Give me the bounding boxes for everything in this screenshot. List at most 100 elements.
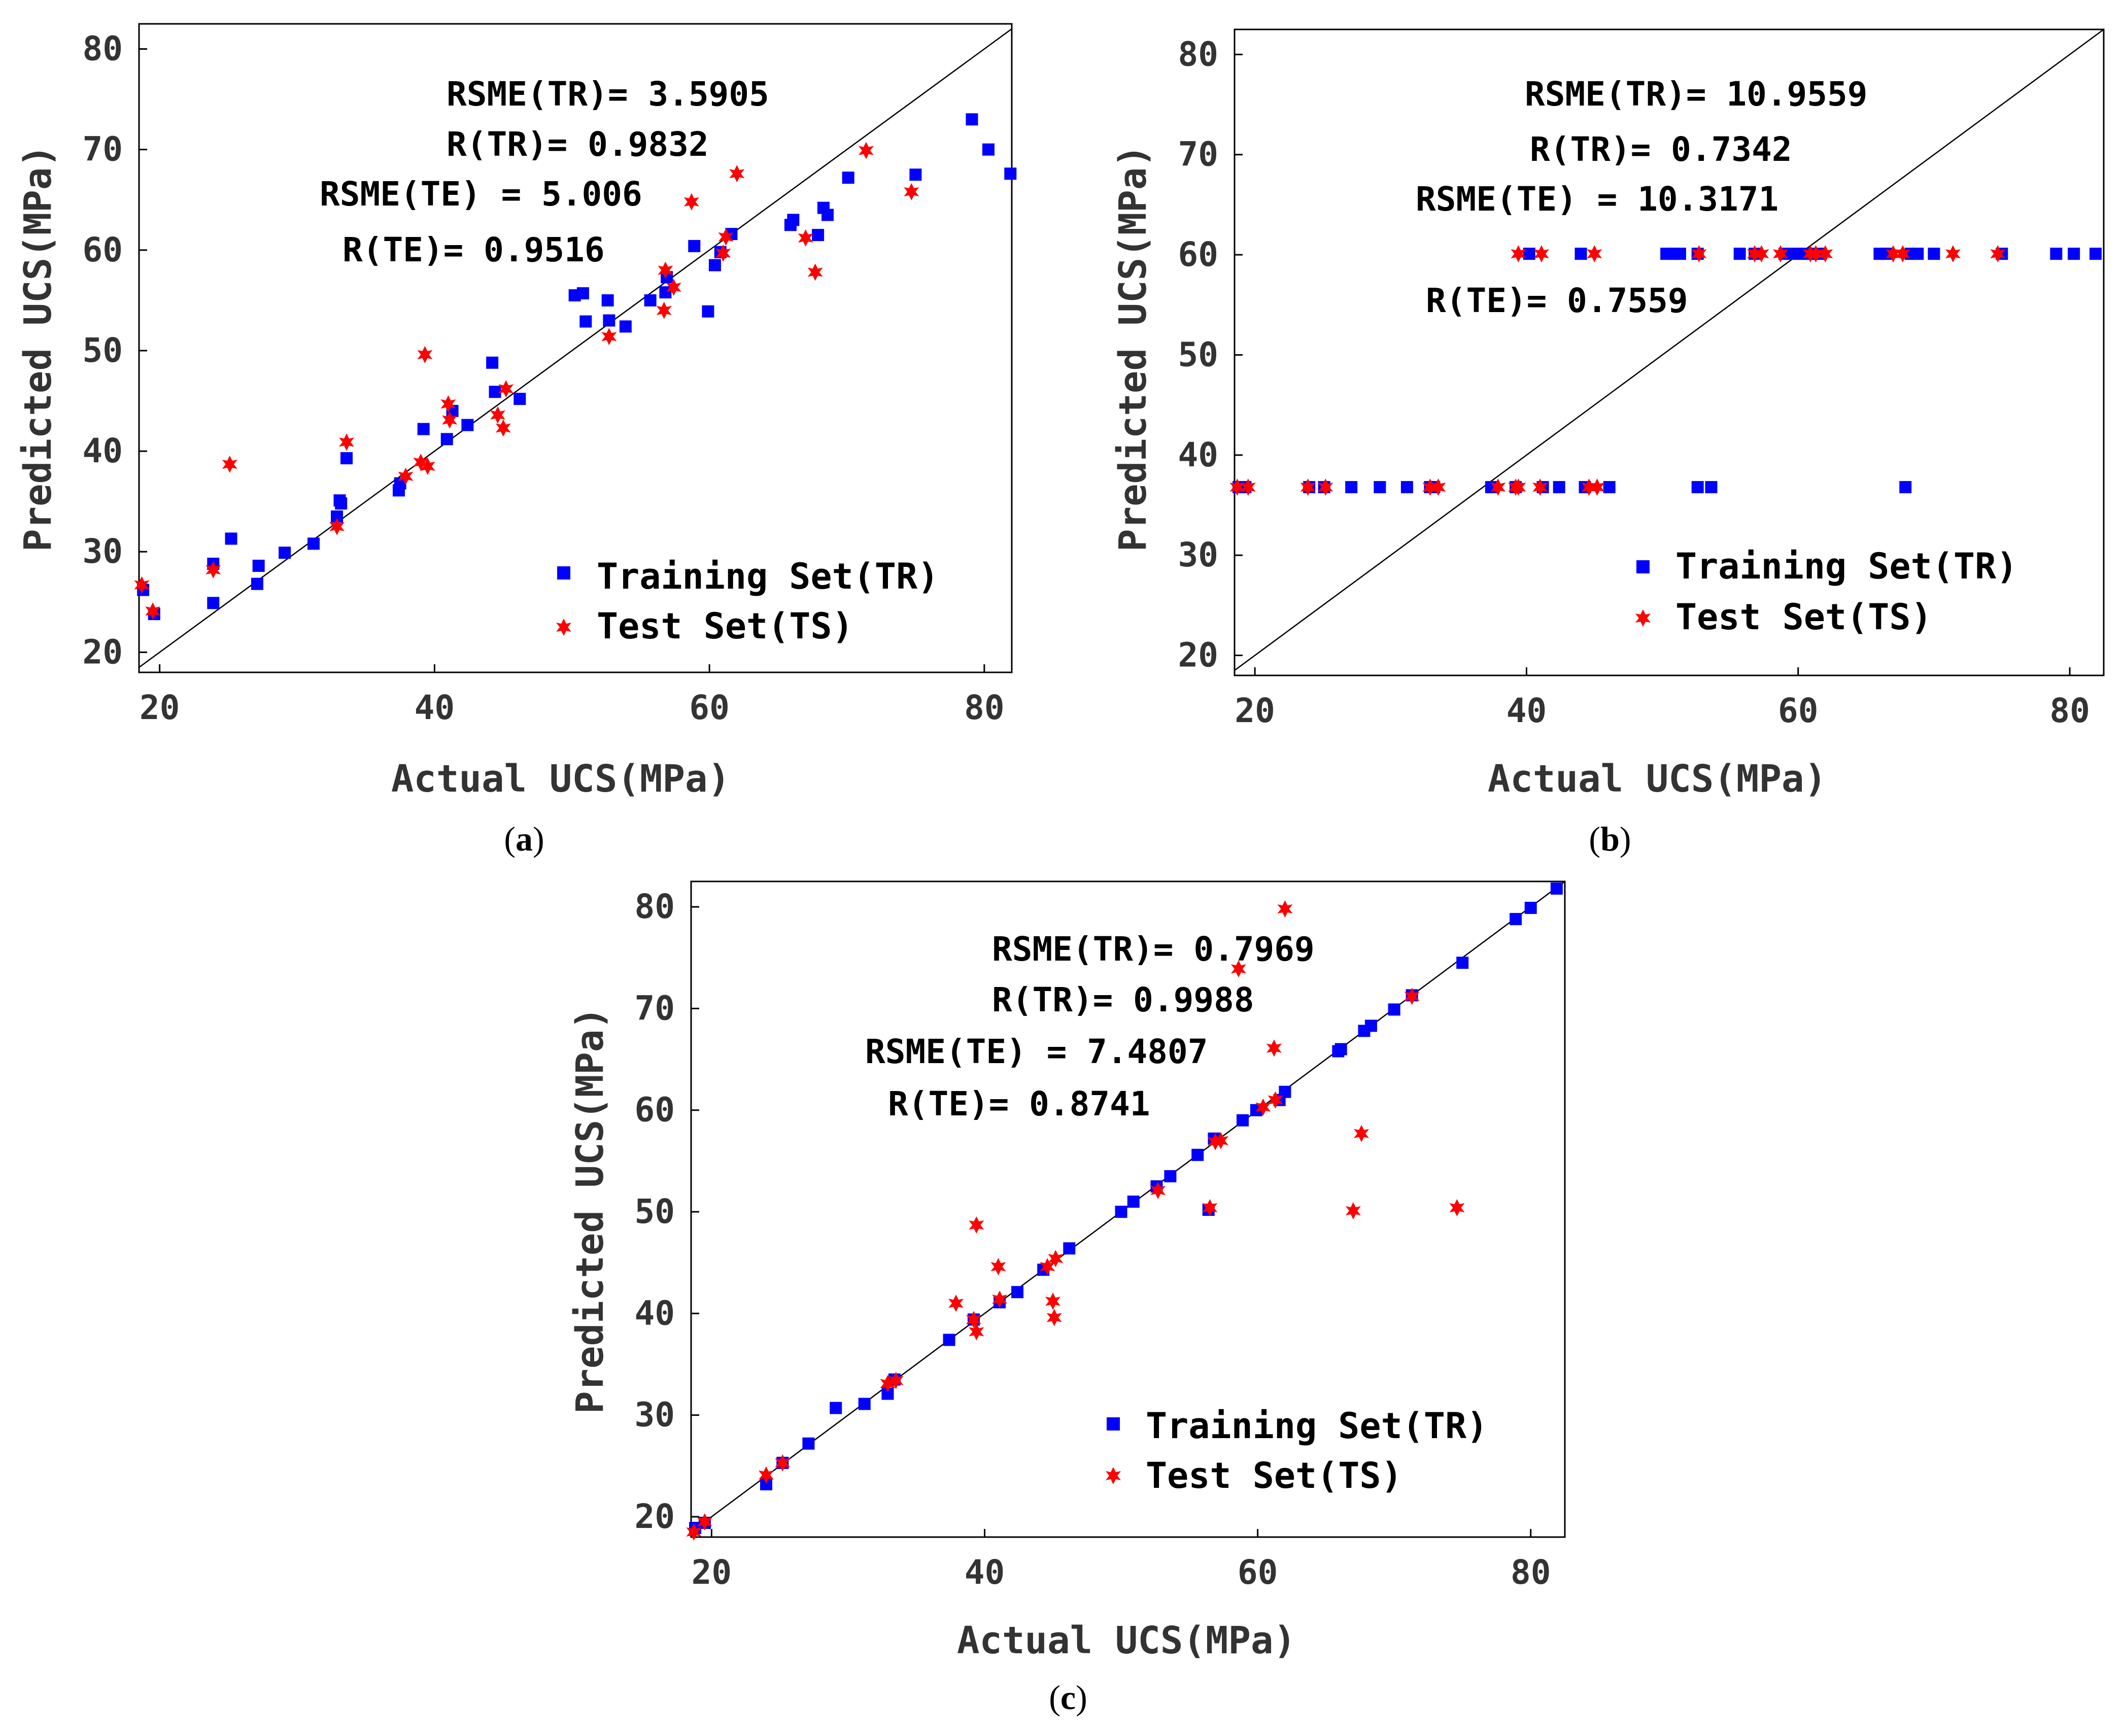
test-point	[1354, 1125, 1369, 1142]
training-point	[1345, 481, 1358, 493]
training-point	[619, 320, 632, 333]
test-point	[1230, 960, 1246, 978]
test-point	[601, 328, 617, 346]
legend-training-marker	[557, 566, 570, 580]
y-tick-label: 40	[635, 1294, 675, 1333]
test-point	[329, 518, 345, 535]
test-point	[990, 1258, 1006, 1276]
test-point	[798, 229, 813, 247]
training-point	[1164, 1170, 1177, 1182]
test-point	[1772, 245, 1788, 263]
y-tick-label: 40	[83, 431, 123, 470]
annotation-rsme-tr: RSME(TR)= 3.5905	[447, 75, 769, 114]
test-point	[658, 261, 673, 279]
y-tick-label: 50	[83, 331, 123, 370]
training-point	[440, 433, 453, 446]
test-point	[1048, 1250, 1064, 1268]
test-point	[1802, 245, 1818, 263]
test-point	[715, 244, 731, 262]
legend-test-marker	[556, 619, 571, 636]
legend: Training Set(TR) Test Set(TS)	[556, 556, 939, 647]
training-point	[1191, 1148, 1204, 1161]
test-point	[1589, 478, 1605, 496]
x-axis-title: Actual UCS(MPa)	[957, 1619, 1296, 1662]
test-point	[145, 602, 161, 620]
test-point	[1213, 1132, 1228, 1149]
test-point	[222, 455, 237, 473]
training-point	[1550, 882, 1563, 895]
panel-label: (b)	[1589, 820, 1631, 858]
test-point	[1045, 1292, 1061, 1310]
test-point	[1490, 478, 1506, 496]
training-point	[1388, 1003, 1400, 1016]
plot-frame	[138, 23, 1013, 673]
training-point	[821, 209, 834, 221]
test-point	[1747, 245, 1763, 263]
y-axis-title: Predicted UCS(MPa)	[1111, 145, 1155, 552]
training-point	[513, 393, 526, 405]
test-point	[948, 1295, 964, 1312]
training-point	[1334, 1043, 1347, 1056]
panel-a: 20 40 60 80 20 30 40 50 60 70 80 RSME(TR)= 3.5905…	[16, 23, 1017, 858]
x-tick-label: 20	[692, 1553, 732, 1592]
training-point	[1237, 1114, 1249, 1127]
test-point	[417, 346, 433, 363]
panel-b: 20 40 60 80 20 30 40 50 60 70 80 RSME(TR)= 10.955…	[1111, 28, 2105, 858]
y-tick-label: 50	[1178, 335, 1218, 374]
training-point	[489, 386, 501, 398]
legend: Training Set(TR) Test Set(TS)	[1635, 546, 2017, 638]
test-point	[498, 380, 514, 398]
test-point	[1808, 245, 1824, 263]
test-point	[442, 411, 458, 429]
annotation-rsme-te: RSME(TE) = 5.006	[320, 175, 642, 214]
data-points	[134, 113, 1017, 621]
test-point	[1581, 478, 1597, 496]
annotation-rsme-tr: RSME(TR)= 0.7969	[992, 930, 1315, 969]
training-point	[417, 423, 430, 435]
training-point	[461, 419, 474, 431]
test-point	[1422, 478, 1438, 496]
annotation-r-tr: R(TR)= 0.9988	[992, 980, 1254, 1019]
training-point	[1553, 481, 1565, 493]
training-point	[1603, 481, 1616, 493]
y-tick-label: 60	[1178, 235, 1218, 274]
test-point	[1208, 1133, 1223, 1150]
legend-test-marker	[1106, 1467, 1121, 1484]
test-point	[758, 1466, 774, 1484]
test-point	[775, 1454, 791, 1472]
training-point	[579, 315, 592, 328]
test-point	[1150, 1181, 1166, 1199]
y-tick-label: 70	[635, 989, 675, 1028]
identity-line	[1234, 28, 2104, 671]
training-point	[1364, 1019, 1377, 1032]
test-point	[1511, 478, 1526, 496]
test-point	[1691, 245, 1707, 263]
training-point	[279, 547, 291, 559]
test-point	[683, 193, 699, 211]
training-point	[207, 597, 220, 609]
test-point	[1587, 245, 1602, 263]
legend-test-marker	[1635, 609, 1651, 627]
training-point	[644, 294, 657, 307]
y-axis: 20 30 40 50 60 70 80	[635, 887, 699, 1536]
x-tick-label: 60	[1238, 1553, 1278, 1592]
y-tick-label: 20	[83, 632, 123, 671]
test-point	[490, 406, 505, 424]
training-point	[708, 259, 721, 271]
training-point	[1374, 481, 1386, 493]
test-point	[686, 1523, 702, 1541]
legend-test-label: Test Set(TS)	[1675, 596, 1932, 638]
panel-label: (c)	[1049, 1678, 1087, 1717]
test-point	[1533, 245, 1549, 263]
data-points	[1229, 245, 2102, 496]
y-axis: 20 30 40 50 60 70 80	[1178, 35, 1243, 675]
training-point	[340, 452, 353, 464]
annotation-rsme-te: RSME(TE) = 10.3171	[1416, 180, 1778, 219]
test-point	[858, 142, 874, 159]
test-point	[888, 1372, 904, 1389]
x-axis-title: Actual UCS(MPa)	[391, 757, 730, 801]
y-tick-label: 30	[83, 532, 123, 571]
training-point	[251, 577, 263, 590]
x-tick-label: 80	[964, 688, 1004, 727]
training-point	[1400, 481, 1413, 493]
